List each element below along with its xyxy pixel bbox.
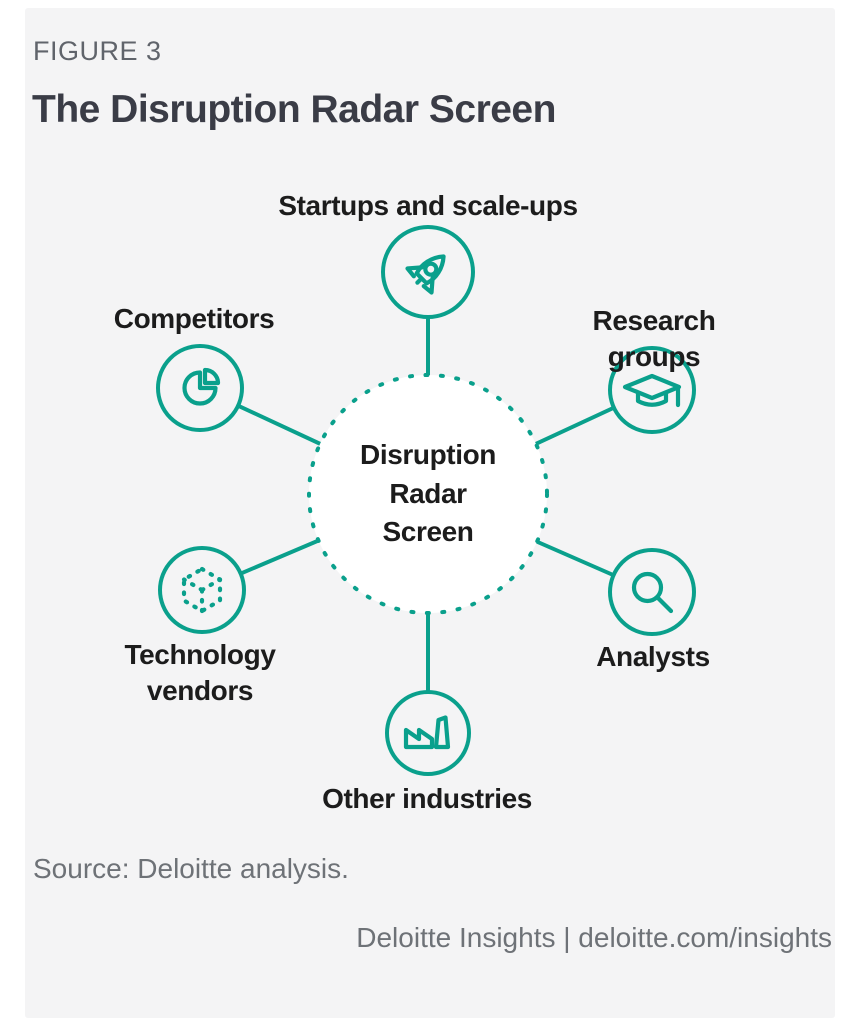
hub-circle: [307, 373, 549, 615]
hub-label: Disruption Radar Screen: [360, 439, 496, 548]
node-circle-analysts: [608, 548, 696, 636]
node-label-other-industries: Other industries: [322, 783, 532, 814]
node-label-analysts: Analysts: [596, 641, 710, 672]
node-label-competitors: Competitors: [113, 303, 275, 334]
figure-title: The Disruption Radar Screen: [32, 88, 556, 131]
cube-icon: [181, 566, 223, 614]
node-label-startups: Startups and scale-ups: [278, 190, 578, 221]
magnifier-icon: [631, 571, 674, 614]
node-label-research-groups: Research groups: [592, 305, 716, 372]
brand-footer: Deloitte Insights | deloitte.com/insight…: [356, 922, 832, 953]
rocket-icon: [405, 254, 446, 295]
node-label-technology-vendors: Technology vendors: [124, 639, 276, 706]
figure-kicker: FIGURE 3: [33, 36, 162, 66]
node-circle-other-industries: [385, 690, 471, 776]
source-note: Source: Deloitte analysis.: [33, 853, 349, 884]
node-circle-research-groups: [608, 346, 696, 434]
pie-chart-icon: [182, 367, 221, 406]
graduation-cap-icon: [622, 373, 682, 408]
factory-icon: [403, 715, 451, 750]
